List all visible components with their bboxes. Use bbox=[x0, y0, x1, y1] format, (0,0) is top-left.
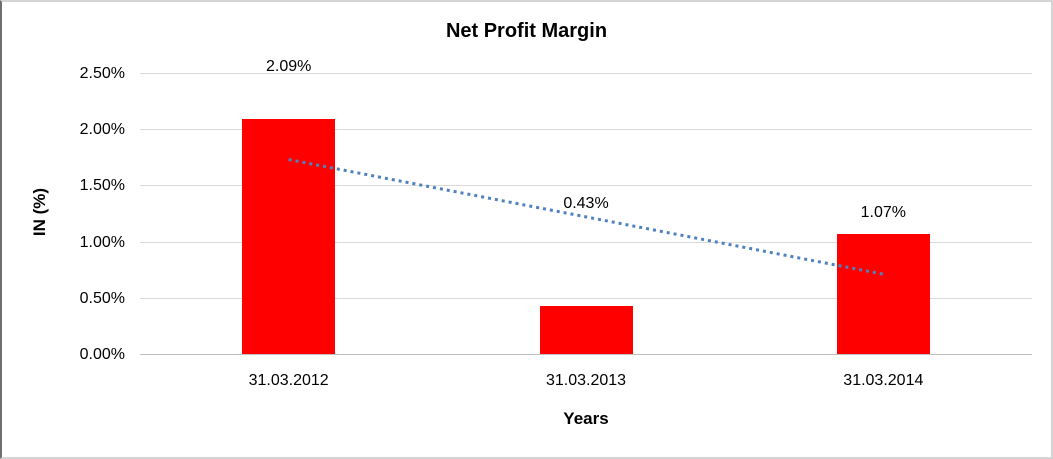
bar bbox=[539, 305, 633, 354]
bar-data-label: 0.43% bbox=[563, 195, 609, 212]
bar bbox=[242, 119, 336, 354]
y-tick-label: 2.50% bbox=[79, 65, 125, 82]
y-tick-label: 2.00% bbox=[79, 121, 125, 139]
y-tick-label: 1.50% bbox=[79, 177, 125, 195]
bar bbox=[836, 233, 930, 354]
gridline bbox=[140, 354, 1032, 355]
y-tick-label: 0.00% bbox=[79, 346, 125, 363]
bar-data-label: 2.09% bbox=[265, 58, 312, 75]
y-tick-label: 1.00% bbox=[79, 233, 125, 251]
gridline bbox=[140, 129, 1032, 131]
chart-title: Net Profit Margin bbox=[445, 20, 608, 42]
x-axis-title: Years bbox=[563, 409, 609, 428]
x-tick-label: 31.03.2014 bbox=[843, 372, 924, 389]
gridline bbox=[140, 297, 1032, 299]
bar-data-label: 1.07% bbox=[860, 204, 907, 221]
x-tick-label: 31.03.2013 bbox=[545, 372, 627, 389]
y-tick-label: 0.50% bbox=[79, 289, 125, 307]
x-tick-label: 31.03.2012 bbox=[248, 372, 329, 389]
gridline bbox=[140, 73, 1032, 74]
